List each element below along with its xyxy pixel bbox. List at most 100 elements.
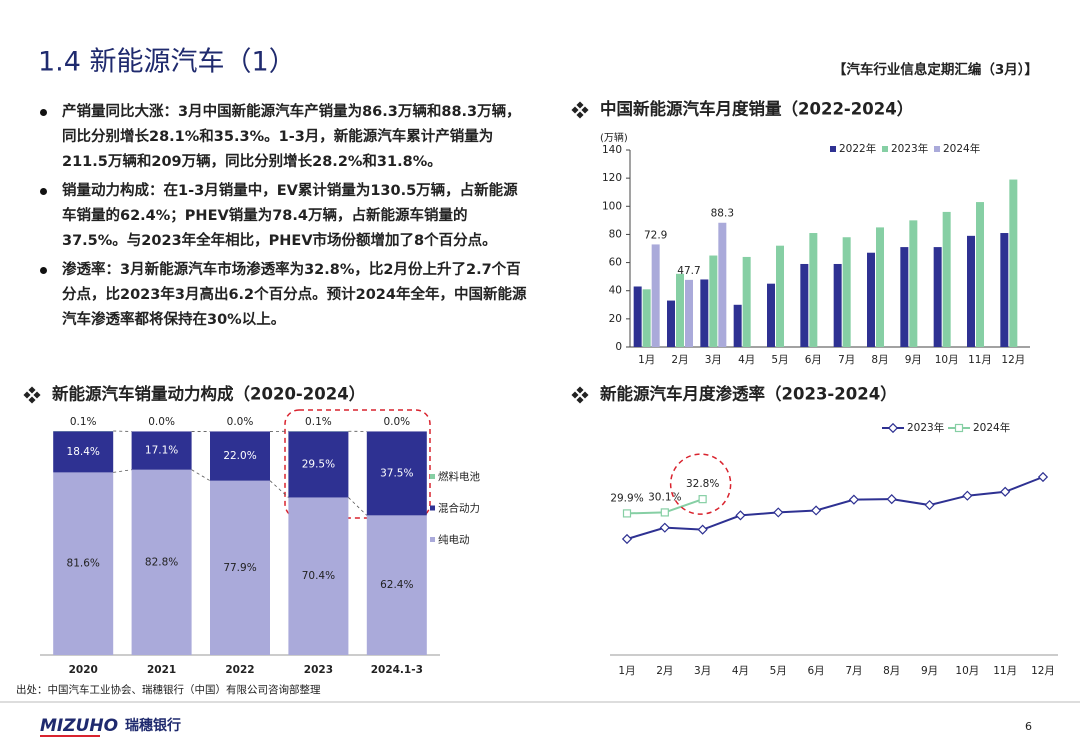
bar: [876, 227, 884, 347]
bar-segment: [288, 431, 349, 498]
x-tick-label: 2024.1-3: [371, 664, 423, 676]
x-tick-label: 12月: [1001, 354, 1025, 366]
legend-label: 2023年: [891, 142, 928, 155]
marker: [697, 524, 708, 535]
data-label: 17.1%: [145, 445, 178, 457]
bar: [733, 304, 742, 347]
data-label: 37.5%: [380, 467, 413, 479]
title-emblem: [571, 391, 579, 399]
page-number: 6: [1025, 720, 1032, 733]
legend-swatch: [430, 474, 435, 479]
x-tick-label: 7月: [838, 354, 855, 366]
connector: [191, 469, 211, 482]
bar: [767, 283, 775, 347]
y-tick-label: 120: [602, 172, 622, 184]
marker: [1000, 486, 1011, 497]
bullet: 销量动力构成：在1-3月销量中，EV累计销量为130.5万辆，占新能源车销量的6…: [38, 179, 528, 254]
bar-segment: [53, 431, 114, 473]
y-tick-label: 60: [609, 257, 622, 269]
data-label: 70.4%: [302, 570, 335, 582]
highlight-box: [284, 409, 431, 519]
title-emblem: [571, 106, 579, 114]
legend-swatch: [830, 146, 836, 152]
bar: [967, 235, 975, 347]
bar-segment: [131, 469, 192, 655]
title-emblem: [576, 386, 584, 394]
x-tick-label: 2021: [147, 664, 176, 676]
x-tick-label: 3月: [705, 354, 722, 366]
marker: [887, 422, 899, 434]
x-tick-label: 6月: [805, 354, 822, 366]
bar-segment: [131, 431, 192, 470]
data-label: 72.9: [644, 229, 667, 241]
x-tick-label: 4月: [738, 354, 755, 366]
bar-segment: [288, 497, 349, 655]
bar: [909, 220, 918, 347]
y-tick-label: 100: [602, 200, 622, 212]
bar: [942, 211, 951, 347]
bar: [667, 300, 675, 347]
marker: [621, 533, 633, 545]
x-tick-label: 11月: [993, 665, 1017, 677]
data-label: 0.1%: [70, 416, 97, 428]
marker: [659, 522, 670, 533]
bar-segment: [366, 515, 427, 655]
x-tick-label: 12月: [1031, 665, 1055, 677]
x-tick-label: 8月: [871, 354, 888, 366]
x-tick-label: 2022: [225, 664, 254, 676]
y-tick-label: 80: [609, 228, 622, 240]
x-tick-label: 8月: [883, 665, 900, 677]
x-tick-label: 11月: [968, 354, 992, 366]
x-tick-label: 4月: [732, 665, 749, 677]
x-tick-label: 9月: [905, 354, 922, 366]
legend-label: 2023年: [907, 421, 944, 434]
legend-swatch: [934, 146, 940, 152]
marker: [954, 423, 964, 433]
data-label: 81.6%: [67, 558, 100, 570]
x-tick-label: 9月: [921, 665, 938, 677]
title-emblem: [576, 101, 584, 109]
bar: [842, 237, 851, 347]
chart-title: 新能源汽车月度渗透率（2023-2024）: [600, 384, 897, 404]
bar: [1000, 233, 1009, 347]
bar: [900, 247, 909, 347]
y-axis-label: (万辆): [600, 131, 628, 144]
bar: [933, 247, 942, 347]
legend-label: 2022年: [839, 142, 876, 155]
bar-segment: [53, 472, 114, 655]
title-emblem: [581, 106, 589, 114]
connector: [269, 480, 289, 498]
bullet: 渗透率：3月新能源汽车市场渗透率为32.8%，比2月份上升了2.7个百分点，比2…: [38, 258, 528, 333]
legend-label: 混合动力: [438, 502, 480, 515]
legend-swatch: [882, 146, 888, 152]
connector: [113, 469, 132, 473]
chart-title: 中国新能源汽车月度销量（2022-2024）: [600, 99, 913, 119]
bar: [685, 279, 693, 347]
data-label: 0.0%: [148, 416, 175, 428]
marker: [773, 507, 784, 518]
marker: [810, 505, 822, 516]
bar: [833, 263, 842, 347]
data-label: 18.4%: [67, 446, 100, 458]
bar: [700, 279, 709, 347]
bar-segment: [210, 431, 270, 481]
y-tick-label: 140: [602, 144, 622, 156]
x-tick-label: 2月: [656, 665, 673, 677]
x-tick-label: 7月: [845, 665, 862, 677]
marker: [622, 509, 632, 518]
bank-name: 瑞穗银行: [125, 717, 181, 734]
line: [626, 476, 1044, 540]
bar: [809, 233, 818, 347]
data-label: 47.7: [677, 265, 700, 277]
logo: MIZUHO: [40, 716, 118, 736]
legend-label: 2024年: [943, 142, 980, 155]
x-tick-label: 10月: [935, 354, 959, 366]
bar: [718, 222, 727, 347]
bullet: 产销量同比大涨：3月中国新能源汽车产销量为86.3万辆和88.3万辆，同比分别增…: [38, 100, 528, 175]
marker: [698, 495, 707, 504]
marker: [886, 494, 897, 505]
bar: [651, 244, 660, 347]
data-label: 32.8%: [686, 478, 719, 490]
x-tick-label: 5月: [770, 665, 787, 677]
